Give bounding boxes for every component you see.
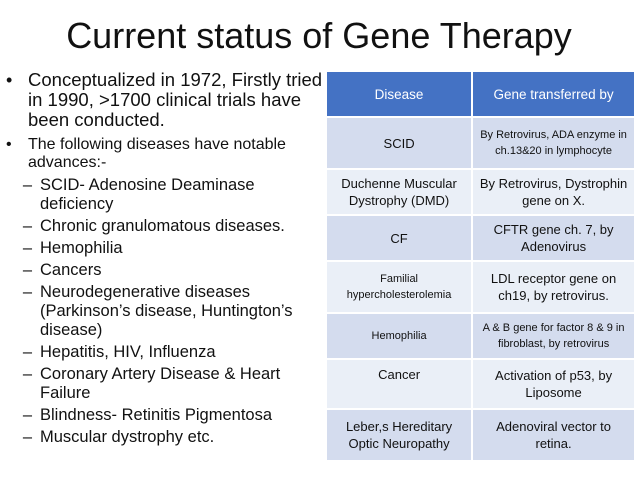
table-row: Cancer Activation of p53, by Liposome <box>327 360 634 408</box>
bullet-text: The following diseases have notable adva… <box>28 136 286 171</box>
slide-title: Current status of Gene Therapy <box>66 15 572 56</box>
table-row: Hemophilia A & B gene for factor 8 & 9 i… <box>327 314 634 358</box>
sub-bullet-text: Chronic granulomatous diseases. <box>40 217 285 235</box>
sub-bullet-text: Cancers <box>40 261 102 279</box>
gene-transfer-cell: A & B gene for factor 8 & 9 in fibroblas… <box>473 314 634 358</box>
disease-cell: CF <box>327 216 472 260</box>
sub-bullet-item: – Coronary Artery Disease & Heart Failure <box>6 365 324 403</box>
gene-transfer-cell: By Retrovirus, ADA enzyme in ch.13&20 in… <box>473 118 634 168</box>
sub-bullet-item: – Blindness- Retinitis Pigmentosa <box>6 406 324 425</box>
sub-bullet-text: SCID- Adenosine Deaminase deficiency <box>40 176 255 213</box>
table-row: Leber,s Hereditary Optic Neuropathy Aden… <box>327 410 634 460</box>
table-row: SCID By Retrovirus, ADA enzyme in ch.13&… <box>327 118 634 168</box>
dash-icon: – <box>22 428 32 446</box>
sub-bullet-text: Blindness- Retinitis Pigmentosa <box>40 406 273 424</box>
table-row: Duchenne Muscular Dystrophy (DMD) By Ret… <box>327 170 634 214</box>
gene-transfer-cell: Adenoviral vector to retina. <box>473 410 634 460</box>
sub-bullet-item: – Neurodegenerative diseases (Parkinson’s… <box>6 283 324 340</box>
bullet-item: • The following diseases have notable ad… <box>6 136 324 172</box>
dash-icon: – <box>22 217 32 235</box>
bullet-list: • Conceptualized in 1972, Firstly tried … <box>6 70 324 447</box>
bullet-text: Conceptualized in 1972, Firstly tried in… <box>28 69 323 130</box>
gene-transfer-cell: LDL receptor gene on ch19, by retrovirus… <box>473 262 634 312</box>
gene-transfer-cell: CFTR gene ch. 7, by Adenovirus <box>473 216 634 260</box>
dash-icon: – <box>22 283 32 301</box>
dash-icon: – <box>22 261 32 279</box>
disease-cell: Hemophilia <box>327 314 472 358</box>
sub-bullet-item: – Hepatitis, HIV, Influenza <box>6 343 324 362</box>
gene-transfer-cell: Activation of p53, by Liposome <box>473 360 634 408</box>
dash-icon: – <box>22 406 32 424</box>
gene-transfer-cell: By Retrovirus, Dystrophin gene on X. <box>473 170 634 214</box>
table-header-row: Disease Gene transferred by <box>327 72 634 116</box>
table-row: Familial hypercholesterolemia LDL recept… <box>327 262 634 312</box>
table-row: CF CFTR gene ch. 7, by Adenovirus <box>327 216 634 260</box>
disease-cell: Leber,s Hereditary Optic Neuropathy <box>327 410 472 460</box>
bullet-dot-icon: • <box>6 70 13 90</box>
disease-cell: Cancer <box>327 360 472 408</box>
dash-icon: – <box>22 343 32 361</box>
dash-icon: – <box>22 239 32 257</box>
column-header-disease: Disease <box>327 72 472 116</box>
sub-bullet-text: Hepatitis, HIV, Influenza <box>40 343 216 361</box>
sub-bullet-item: – SCID- Adenosine Deaminase deficiency <box>6 176 324 214</box>
sub-bullet-item: – Muscular dystrophy etc. <box>6 428 324 447</box>
sub-bullet-list: – SCID- Adenosine Deaminase deficiency – C… <box>6 176 324 447</box>
dash-icon: – <box>22 365 32 383</box>
disease-cell: Familial hypercholesterolemia <box>327 262 472 312</box>
bullet-dot-icon: • <box>6 136 12 153</box>
sub-bullet-text: Muscular dystrophy etc. <box>40 428 215 446</box>
sub-bullet-text: Coronary Artery Disease & Heart Failure <box>40 365 281 402</box>
disease-cell: SCID <box>327 118 472 168</box>
column-header-gene-transfer: Gene transferred by <box>473 72 634 116</box>
sub-bullet-text: Hemophilia <box>40 239 123 257</box>
sub-bullet-item: – Chronic granulomatous diseases. <box>6 217 324 236</box>
gene-therapy-table: Disease Gene transferred by SCID By Retr… <box>325 70 636 462</box>
sub-bullet-item: – Hemophilia <box>6 239 324 258</box>
bullet-item: • Conceptualized in 1972, Firstly tried … <box>6 70 324 130</box>
sub-bullet-item: – Cancers <box>6 261 324 280</box>
sub-bullet-text: Neurodegenerative diseases (Parkinson’s … <box>40 283 293 339</box>
disease-cell: Duchenne Muscular Dystrophy (DMD) <box>327 170 472 214</box>
dash-icon: – <box>22 176 32 194</box>
